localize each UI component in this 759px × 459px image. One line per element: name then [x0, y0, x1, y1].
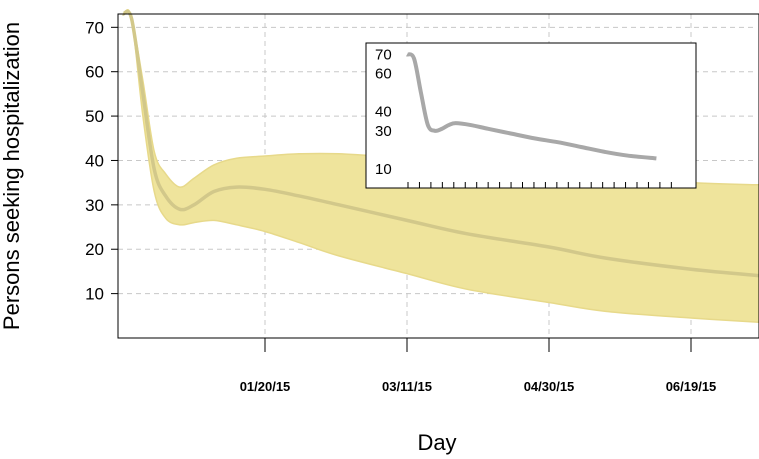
y-axis-ticks: 10 20 30 40 50 60 70 [85, 18, 118, 304]
y-tick-label: 30 [85, 196, 104, 215]
x-tick-label: 06/19/15 [666, 379, 717, 394]
y-axis-title: Persons seeking hospitalization [0, 22, 24, 330]
y-tick-label: 60 [85, 63, 104, 82]
inset-y-tick-label: 70 [375, 46, 392, 63]
x-axis-title: Day [417, 430, 456, 455]
y-tick-label: 10 [85, 285, 104, 304]
plot-frame [117, 13, 759, 339]
inset-x-axis-ticks [407, 182, 672, 188]
x-tick-label: 01/20/15 [240, 379, 291, 394]
x-axis-ticks: 01/20/15 03/11/15 04/30/15 06/19/15 [240, 338, 717, 394]
y-tick-label: 40 [85, 151, 104, 170]
inset-y-axis-ticks: 10 30 40 60 70 [375, 46, 392, 177]
inset-chart: 10 30 40 60 70 [365, 42, 697, 189]
inset-y-tick-label: 30 [375, 123, 392, 140]
y-tick-label: 20 [85, 240, 104, 259]
x-tick-label: 04/30/15 [524, 379, 575, 394]
inset-background [365, 42, 697, 189]
inset-line [406, 52, 657, 161]
inset-y-tick-label: 40 [375, 104, 392, 121]
inset-y-tick-label: 10 [375, 161, 392, 178]
x-tick-label: 03/11/15 [382, 379, 432, 394]
inset-y-tick-label: 60 [375, 66, 392, 83]
y-tick-label: 50 [85, 107, 104, 126]
confidence-band-lower-edge [122, 9, 759, 324]
y-tick-label: 70 [85, 18, 104, 37]
mean-line [121, 9, 759, 278]
